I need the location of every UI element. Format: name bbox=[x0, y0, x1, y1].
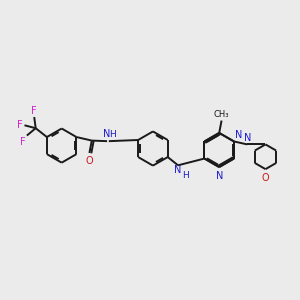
Text: N: N bbox=[103, 129, 111, 140]
Text: N: N bbox=[216, 171, 223, 181]
Text: H: H bbox=[109, 130, 116, 140]
Text: N: N bbox=[174, 165, 182, 175]
Text: CH₃: CH₃ bbox=[214, 110, 229, 119]
Text: O: O bbox=[85, 157, 93, 166]
Text: F: F bbox=[20, 137, 26, 147]
Text: H: H bbox=[182, 171, 189, 180]
Text: F: F bbox=[32, 106, 37, 116]
Text: O: O bbox=[262, 173, 269, 183]
Text: F: F bbox=[16, 120, 22, 130]
Text: N: N bbox=[235, 130, 242, 140]
Text: N: N bbox=[244, 133, 251, 142]
